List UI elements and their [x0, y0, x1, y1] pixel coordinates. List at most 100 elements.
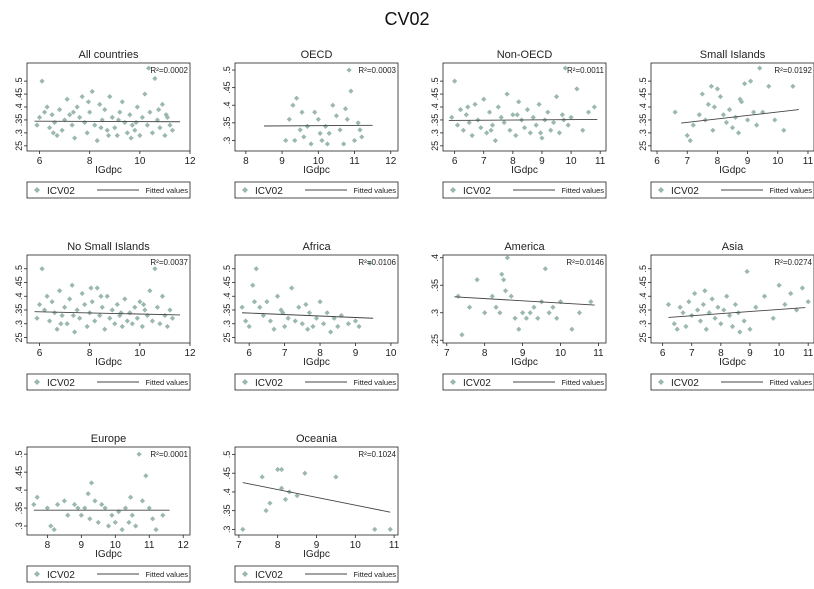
data-point: [74, 307, 80, 313]
data-point: [335, 323, 341, 330]
data-point: [240, 526, 246, 532]
data-point: [41, 109, 48, 115]
data-point: [546, 310, 552, 316]
r-squared-label: R²=0.0011: [567, 66, 605, 75]
data-point: [310, 323, 316, 330]
data-point: [697, 318, 704, 324]
fitted-line: [454, 296, 595, 306]
data-point: [133, 523, 139, 529]
data-point: [122, 505, 129, 511]
data-point: [146, 65, 152, 71]
data-point: [278, 485, 285, 491]
diamond-icon: [658, 379, 664, 385]
data-point: [34, 315, 40, 321]
data-point: [548, 127, 554, 133]
legend-marker-label: ICV02: [47, 186, 75, 197]
y-tick-label: .35: [638, 304, 648, 317]
x-tick-label: 11: [144, 540, 155, 551]
data-point: [117, 109, 123, 115]
data-point: [51, 119, 58, 126]
data-point: [533, 122, 539, 128]
data-point: [776, 282, 782, 288]
x-tick-label: 7: [236, 540, 242, 551]
data-point: [147, 109, 153, 115]
data-point: [690, 122, 696, 128]
diamond-icon: [242, 379, 248, 385]
data-point: [57, 288, 63, 294]
data-point: [324, 310, 330, 316]
data-point: [457, 106, 464, 113]
y-tick-label: .3: [222, 320, 232, 328]
fitted-line: [263, 124, 373, 127]
x-tick-label: 8: [715, 156, 721, 167]
data-point: [48, 523, 54, 529]
plot-frame: [234, 254, 399, 344]
y-tick-label: 25: [14, 332, 24, 342]
data-point: [126, 519, 132, 526]
data-point: [74, 104, 80, 110]
data-point: [54, 132, 60, 139]
y-tick-label: .35: [14, 304, 24, 317]
data-point: [163, 112, 169, 118]
data-point: [507, 127, 513, 133]
data-point: [799, 285, 805, 291]
data-point: [97, 312, 103, 319]
data-point: [550, 304, 556, 310]
x-tick-label: 9: [747, 348, 753, 359]
data-point: [741, 318, 747, 324]
legend-line-label: Fitted values: [145, 378, 188, 387]
data-point: [711, 104, 717, 110]
data-point: [488, 127, 494, 133]
data-point: [107, 94, 113, 100]
data-point: [305, 326, 311, 332]
x-axis-label: IGdpc: [95, 165, 122, 176]
x-tick-label: 10: [772, 156, 784, 167]
data-point: [524, 106, 531, 113]
data-point: [70, 109, 76, 115]
panel-america: America .25 .3 .35 .4 7 8 9 10 11 IGdpc R²=0.0146 IC…: [430, 241, 607, 391]
y-tick-label: .4: [14, 103, 24, 111]
data-point: [144, 312, 150, 319]
data-point: [119, 99, 125, 105]
data-point: [99, 501, 105, 508]
data-point: [98, 125, 104, 131]
data-point: [104, 127, 110, 133]
y-tick-label: .4: [14, 292, 24, 300]
data-point: [278, 466, 285, 473]
data-point: [169, 315, 176, 321]
data-point: [692, 290, 698, 297]
fitted-line: [448, 118, 598, 121]
data-point: [504, 255, 511, 261]
data-point: [159, 293, 166, 299]
data-point: [452, 78, 458, 84]
data-point: [319, 137, 325, 144]
data-point: [71, 501, 78, 508]
data-point: [700, 301, 706, 308]
y-tick-label: .3: [14, 320, 24, 328]
data-point: [721, 307, 727, 313]
plot-frame: [26, 254, 191, 344]
data-point: [302, 470, 308, 476]
plot-frame: [650, 62, 814, 152]
data-point: [260, 312, 266, 319]
plot-frame: [234, 62, 399, 152]
y-tick-label: 25: [430, 141, 440, 151]
y-tick-label: .35: [222, 504, 232, 517]
data-point: [141, 301, 147, 308]
data-point: [95, 519, 101, 526]
data-point: [127, 310, 133, 316]
fitted-line: [34, 311, 180, 316]
diamond-icon: [658, 187, 664, 193]
legend-marker-label: ICV02: [255, 378, 283, 389]
data-point: [585, 109, 592, 115]
x-tick-label: 10: [134, 156, 146, 167]
data-point: [724, 293, 730, 299]
y-tick-label: .3: [638, 320, 648, 328]
data-point: [735, 130, 742, 136]
data-point: [766, 83, 772, 89]
data-point: [72, 329, 78, 335]
panel-title: All countries: [79, 49, 139, 61]
data-point: [274, 293, 281, 299]
y-tick-label: .4: [638, 292, 648, 300]
data-point: [720, 112, 727, 118]
